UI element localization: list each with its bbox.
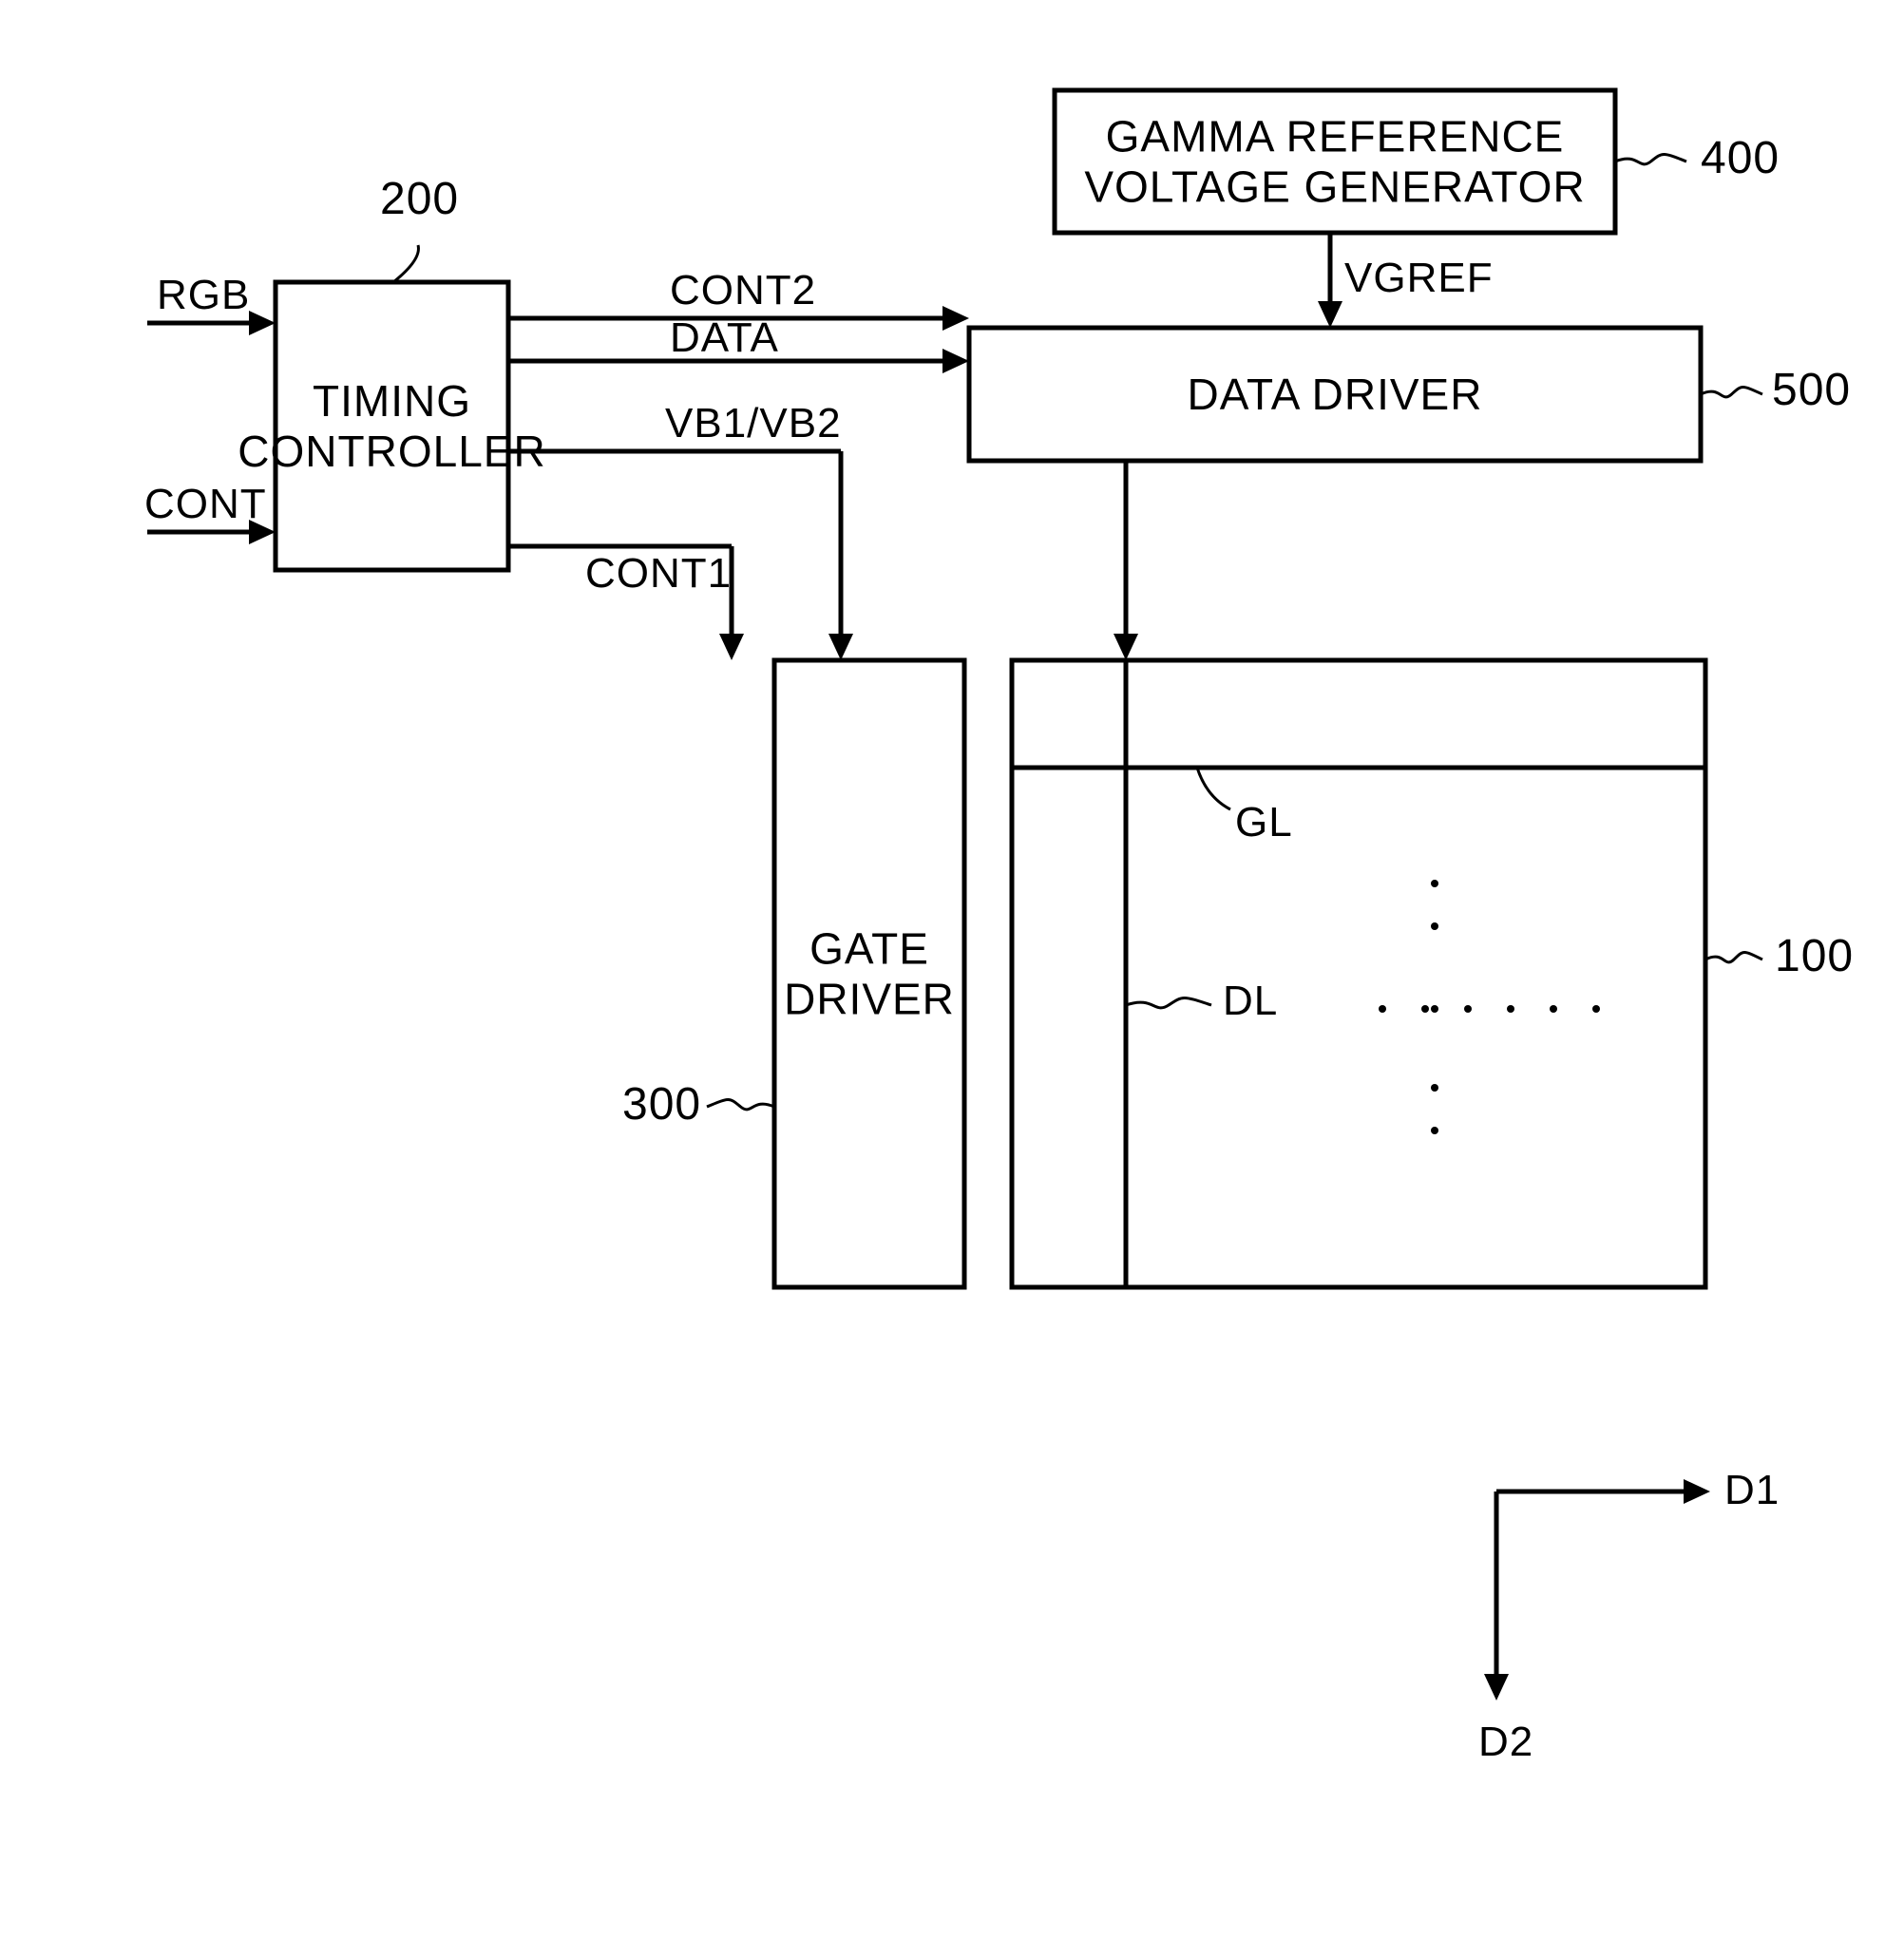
- timing_controller-label: CONTROLLER: [238, 427, 545, 476]
- cont1-label: CONT1: [585, 550, 732, 597]
- gl-label: GL: [1235, 799, 1293, 846]
- ref-300: 300: [622, 1079, 701, 1130]
- gamma_ref-label: GAMMA REFERENCE: [1106, 112, 1565, 162]
- ref-200: 200: [380, 174, 459, 224]
- cont-label: CONT: [144, 481, 267, 527]
- ref-400: 400: [1701, 133, 1780, 183]
- d1-label: D1: [1724, 1467, 1780, 1513]
- vb-label: VB1/VB2: [665, 400, 842, 446]
- data_driver-label: DATA DRIVER: [1188, 370, 1483, 419]
- data-label: DATA: [670, 314, 779, 361]
- timing_controller-label: TIMING: [313, 376, 471, 426]
- ref-100: 100: [1775, 931, 1854, 981]
- d2-label: D2: [1478, 1719, 1533, 1765]
- ref-500: 500: [1772, 365, 1851, 415]
- rgb-label: RGB: [157, 272, 250, 318]
- gate_driver-label: GATE: [809, 924, 929, 974]
- dl-label: DL: [1223, 978, 1278, 1024]
- vgref-label: VGREF: [1344, 255, 1494, 301]
- block-diagram: TIMINGCONTROLLER GAMMA REFERENCEVOLTAGE G…: [0, 0, 1904, 1957]
- gate_driver-label: DRIVER: [784, 975, 955, 1024]
- cont2-label: CONT2: [670, 267, 816, 314]
- gamma_ref-label: VOLTAGE GENERATOR: [1084, 162, 1585, 212]
- panel-block: [1012, 660, 1705, 1287]
